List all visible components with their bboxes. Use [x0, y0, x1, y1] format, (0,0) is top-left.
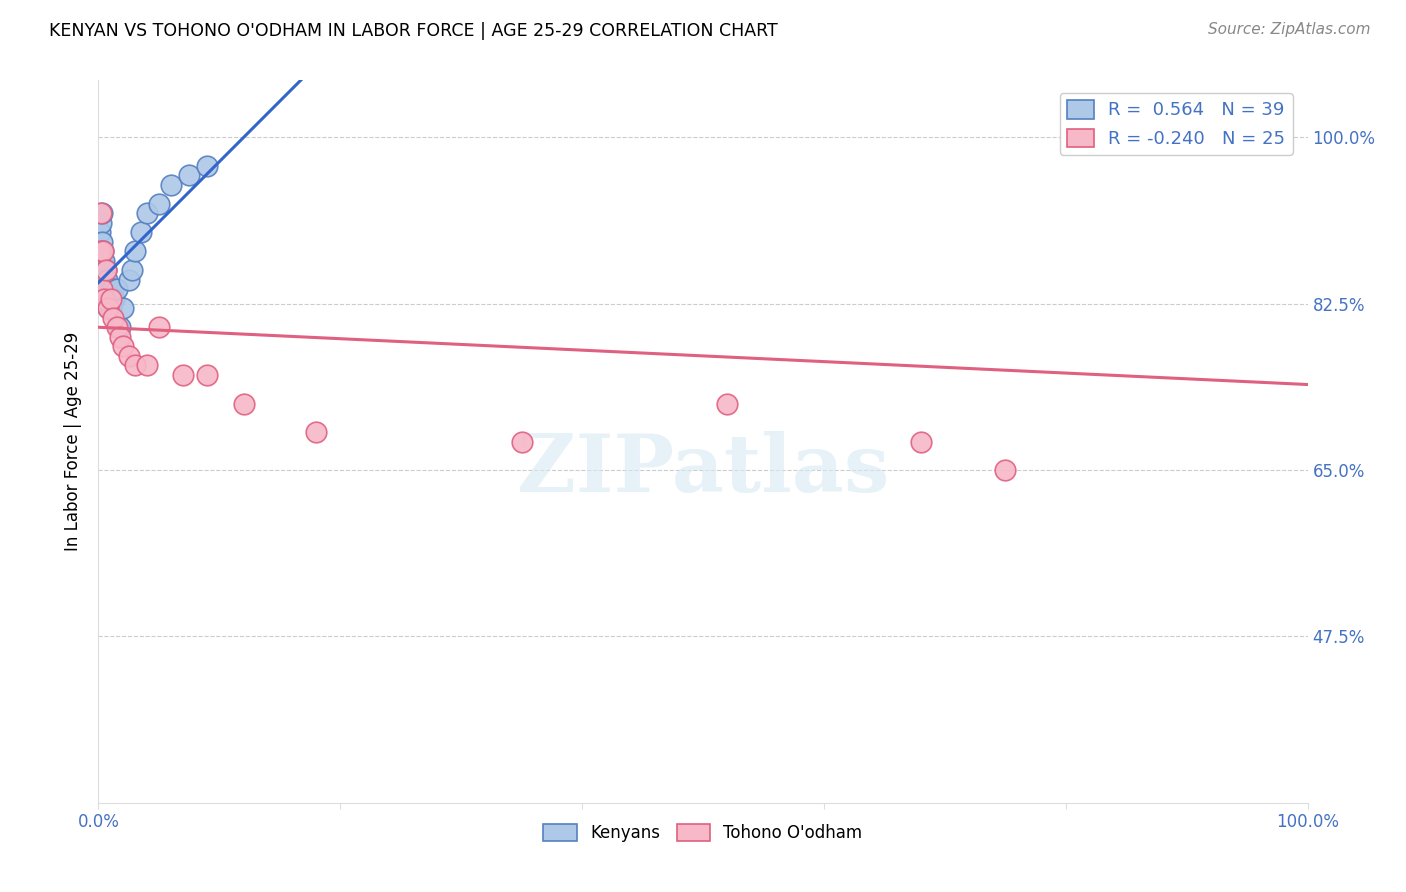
- Point: [108, 330, 131, 344]
- Point: [89, 244, 111, 259]
- Point: [101, 310, 124, 325]
- Point: [91, 263, 114, 277]
- Point: [103, 292, 125, 306]
- Text: Source: ZipAtlas.com: Source: ZipAtlas.com: [1208, 22, 1371, 37]
- Point: [172, 368, 194, 382]
- Point: [94, 282, 117, 296]
- Point: [510, 434, 533, 449]
- Point: [91, 244, 114, 259]
- Point: [90, 263, 112, 277]
- Legend: Kenyans, Tohono O'odham: Kenyans, Tohono O'odham: [537, 817, 869, 848]
- Point: [118, 349, 141, 363]
- Point: [100, 301, 122, 316]
- Point: [93, 253, 115, 268]
- Point: [97, 301, 120, 316]
- Point: [108, 320, 131, 334]
- Point: [994, 463, 1017, 477]
- Text: ZIPatlas: ZIPatlas: [517, 432, 889, 509]
- Point: [89, 253, 111, 268]
- Point: [232, 396, 254, 410]
- Point: [97, 282, 120, 296]
- Point: [195, 159, 218, 173]
- Point: [89, 226, 111, 240]
- Point: [91, 244, 114, 259]
- Point: [91, 273, 114, 287]
- Point: [135, 206, 157, 220]
- Point: [100, 292, 122, 306]
- Point: [111, 301, 134, 316]
- Point: [91, 253, 114, 268]
- Point: [93, 292, 115, 306]
- Point: [121, 263, 143, 277]
- Y-axis label: In Labor Force | Age 25-29: In Labor Force | Age 25-29: [65, 332, 83, 551]
- Point: [105, 282, 128, 296]
- Point: [124, 359, 146, 373]
- Point: [94, 263, 117, 277]
- Point: [97, 301, 120, 316]
- Point: [93, 273, 115, 287]
- Point: [91, 206, 114, 220]
- Point: [93, 292, 115, 306]
- Point: [148, 320, 170, 334]
- Point: [135, 359, 157, 373]
- Point: [305, 425, 328, 439]
- Point: [89, 244, 111, 259]
- Point: [90, 206, 112, 220]
- Point: [94, 263, 117, 277]
- Point: [179, 169, 201, 183]
- Point: [101, 282, 124, 296]
- Point: [716, 396, 738, 410]
- Point: [111, 339, 134, 353]
- Point: [118, 273, 141, 287]
- Point: [100, 282, 122, 296]
- Text: KENYAN VS TOHONO O'ODHAM IN LABOR FORCE | AGE 25-29 CORRELATION CHART: KENYAN VS TOHONO O'ODHAM IN LABOR FORCE …: [49, 22, 778, 40]
- Point: [124, 244, 146, 259]
- Point: [96, 273, 118, 287]
- Point: [1175, 130, 1198, 145]
- Point: [910, 434, 932, 449]
- Point: [96, 292, 118, 306]
- Point: [195, 368, 218, 382]
- Point: [90, 244, 112, 259]
- Point: [148, 197, 170, 211]
- Point: [91, 282, 114, 296]
- Point: [160, 178, 183, 192]
- Point: [90, 216, 112, 230]
- Point: [98, 292, 121, 306]
- Point: [105, 320, 128, 334]
- Point: [91, 282, 114, 296]
- Point: [129, 226, 152, 240]
- Point: [91, 235, 114, 249]
